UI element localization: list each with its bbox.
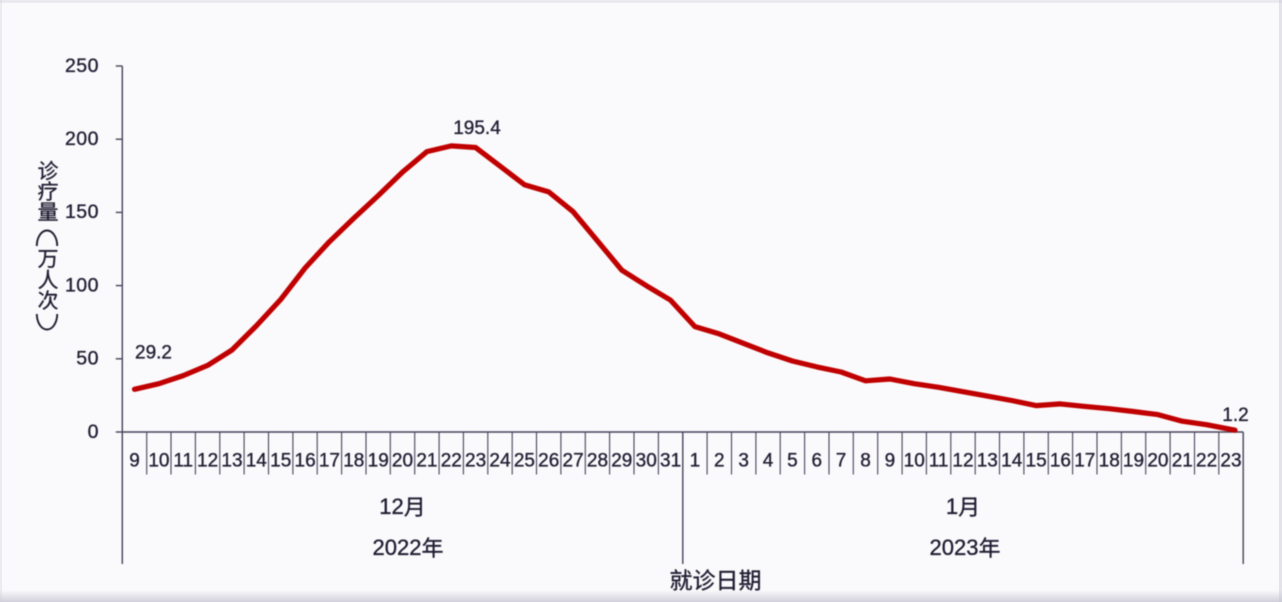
svg-text:10: 10 <box>904 451 925 472</box>
svg-text:14: 14 <box>1001 451 1023 472</box>
svg-text:150: 150 <box>65 201 99 223</box>
svg-text:12: 12 <box>379 494 403 519</box>
svg-text:25: 25 <box>514 451 535 472</box>
svg-text:12: 12 <box>952 451 973 472</box>
svg-text:20: 20 <box>1147 451 1168 472</box>
svg-text:10: 10 <box>148 451 169 472</box>
svg-text:18: 18 <box>343 451 364 472</box>
svg-text:23: 23 <box>1220 451 1241 472</box>
svg-text:15: 15 <box>1026 451 1047 472</box>
svg-text:17: 17 <box>319 451 340 472</box>
svg-text:1.2: 1.2 <box>1222 405 1248 426</box>
svg-text:9: 9 <box>129 451 140 472</box>
svg-text:24: 24 <box>489 451 511 472</box>
svg-text:200: 200 <box>65 128 99 150</box>
svg-text:23: 23 <box>465 451 486 472</box>
svg-text:20: 20 <box>392 451 413 472</box>
svg-text:22: 22 <box>441 451 462 472</box>
svg-text:1: 1 <box>946 494 958 519</box>
svg-text:19: 19 <box>1123 451 1144 472</box>
svg-text:31: 31 <box>660 451 681 472</box>
svg-text:19: 19 <box>368 451 389 472</box>
svg-text:12: 12 <box>197 451 218 472</box>
svg-text:6: 6 <box>812 451 823 472</box>
svg-text:22: 22 <box>1196 451 1217 472</box>
svg-text:15: 15 <box>270 451 291 472</box>
svg-text:100: 100 <box>65 274 99 296</box>
svg-text:27: 27 <box>563 451 584 472</box>
svg-text:4: 4 <box>763 451 774 472</box>
svg-text:17: 17 <box>1074 451 1095 472</box>
svg-text:1: 1 <box>690 451 701 472</box>
svg-text:9: 9 <box>885 451 896 472</box>
svg-text:16: 16 <box>295 451 316 472</box>
svg-text:14: 14 <box>246 451 268 472</box>
svg-text:3: 3 <box>738 451 749 472</box>
svg-text:11: 11 <box>173 451 193 472</box>
svg-text:195.4: 195.4 <box>453 118 501 139</box>
svg-text:16: 16 <box>1050 451 1071 472</box>
svg-text:11: 11 <box>929 451 949 472</box>
svg-text:28: 28 <box>587 451 608 472</box>
svg-text:13: 13 <box>221 451 242 472</box>
svg-text:21: 21 <box>416 451 437 472</box>
svg-text:21: 21 <box>1172 451 1193 472</box>
svg-text:0: 0 <box>88 421 99 443</box>
svg-text:2: 2 <box>714 451 725 472</box>
svg-text:5: 5 <box>787 451 798 472</box>
svg-text:8: 8 <box>860 451 871 472</box>
svg-text:250: 250 <box>65 55 99 77</box>
svg-text:2023: 2023 <box>930 535 979 560</box>
svg-text:30: 30 <box>636 451 657 472</box>
svg-text:26: 26 <box>538 451 559 472</box>
svg-text:13: 13 <box>977 451 998 472</box>
svg-text:2022: 2022 <box>373 535 422 560</box>
svg-text:7: 7 <box>836 451 847 472</box>
svg-text:50: 50 <box>76 348 99 370</box>
svg-text:29: 29 <box>611 451 632 472</box>
svg-text:18: 18 <box>1099 451 1120 472</box>
svg-text:29.2: 29.2 <box>135 343 172 364</box>
